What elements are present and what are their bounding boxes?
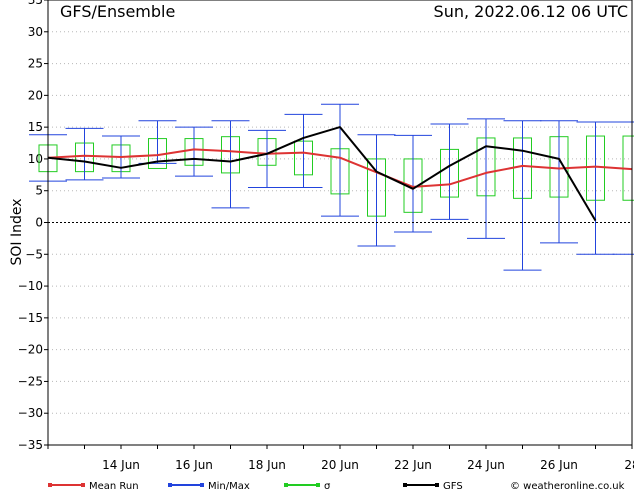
y-axis: −35 −30 −25 −20 −15 −10 −5 0 5 10 15 20 25 30 35 xyxy=(18,0,48,452)
chart-datetime: Sun, 2022.06.12 06 UTC xyxy=(434,2,628,21)
x-tick-label: 24 Jun xyxy=(467,458,505,472)
x-tick-label: 14 Jun xyxy=(102,458,140,472)
chart-title: GFS/Ensemble xyxy=(60,2,175,21)
y-tick-label: −10 xyxy=(18,279,43,293)
legend-sigma: σ xyxy=(284,481,331,490)
svg-text:σ: σ xyxy=(324,481,331,490)
x-tick-label: 18 Jun xyxy=(248,458,286,472)
y-tick-label: −15 xyxy=(18,311,43,325)
y-tick-label: −35 xyxy=(18,438,43,452)
y-tick-label: 30 xyxy=(28,25,43,39)
x-tick-label: 16 Jun xyxy=(175,458,213,472)
legend-gfs: GFS xyxy=(403,481,463,490)
y-tick-label: −20 xyxy=(18,343,43,357)
mean-run-series xyxy=(47,148,633,188)
credit-text: © weatheronline.co.uk xyxy=(510,481,625,490)
y-tick-label: −30 xyxy=(18,406,43,420)
y-tick-label: 15 xyxy=(28,120,43,134)
y-tick-label: 10 xyxy=(28,152,43,166)
y-tick-label: −5 xyxy=(25,247,43,261)
x-tick-label: 22 Jun xyxy=(394,458,432,472)
legend-min-max: Min/Max xyxy=(168,481,250,490)
x-tick-label: 26 Jun xyxy=(540,458,578,472)
gfs-series xyxy=(47,126,597,222)
y-tick-label: 5 xyxy=(35,184,43,198)
x-tick-label: 28 xyxy=(624,458,634,472)
y-tick-label: 25 xyxy=(28,57,43,71)
y-tick-label: −25 xyxy=(18,374,43,388)
svg-text:Mean Run: Mean Run xyxy=(89,481,139,490)
legend: Mean Run Min/Max σ GFS © weatheronline.c… xyxy=(48,481,625,490)
y-tick-label: 0 xyxy=(35,216,43,230)
y-axis-label: SOI Index xyxy=(9,198,25,265)
x-axis: 14 Jun 16 Jun 18 Jun 20 Jun 22 Jun 24 Jun 26 J… xyxy=(47,445,634,472)
legend-mean-run: Mean Run xyxy=(48,481,139,490)
plot-frame xyxy=(47,0,633,446)
gfs-line xyxy=(47,126,597,222)
y-tick-label: 20 xyxy=(28,88,43,102)
svg-text:Min/Max: Min/Max xyxy=(208,481,250,490)
mean-run-line xyxy=(47,148,633,188)
svg-text:GFS: GFS xyxy=(443,481,463,490)
y-tick-label: 35 xyxy=(28,0,43,7)
x-tick-label: 20 Jun xyxy=(321,458,359,472)
